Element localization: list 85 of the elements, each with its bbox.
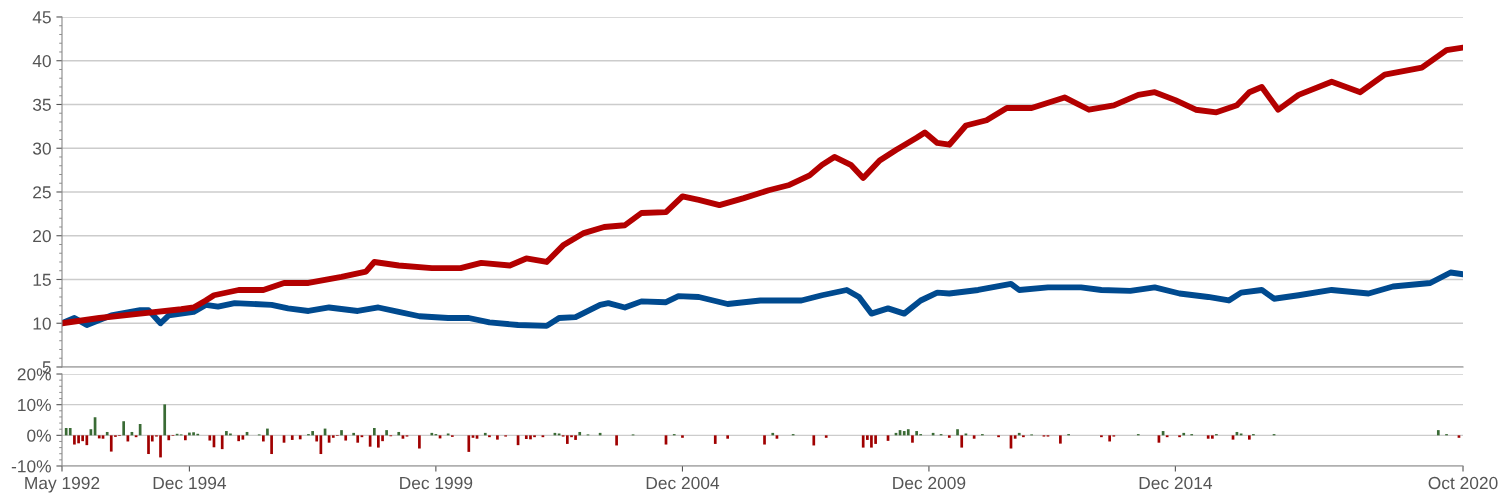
y-tick-label: 40 bbox=[32, 54, 51, 68]
bar bbox=[467, 435, 471, 452]
x-tick-label: Oct 2020 bbox=[1428, 476, 1498, 490]
y-tick-label: 20 bbox=[33, 229, 51, 243]
bar bbox=[266, 428, 269, 436]
bar bbox=[68, 427, 72, 436]
bar bbox=[147, 435, 150, 455]
bar bbox=[159, 435, 162, 458]
bar bbox=[184, 435, 187, 441]
bar bbox=[372, 427, 376, 436]
bar bbox=[356, 435, 360, 443]
x-tick-label: Dec 2004 bbox=[646, 476, 720, 490]
bar bbox=[73, 435, 76, 445]
bar bbox=[956, 429, 959, 436]
bar bbox=[911, 435, 914, 443]
bar bbox=[77, 435, 80, 444]
bar bbox=[1108, 435, 1111, 442]
y-tick-label: 10% bbox=[18, 398, 51, 412]
bar bbox=[861, 435, 865, 448]
bar bbox=[418, 435, 421, 449]
bar bbox=[615, 435, 618, 446]
x-tick-label: May 1992 bbox=[25, 476, 100, 493]
bar bbox=[208, 435, 212, 441]
bar bbox=[167, 435, 171, 441]
y-tick-label: 25 bbox=[33, 186, 51, 199]
bar bbox=[1248, 435, 1251, 440]
bar bbox=[1206, 435, 1210, 439]
bar bbox=[237, 435, 241, 442]
bar bbox=[377, 435, 380, 448]
x-tick-label: Dec 1999 bbox=[400, 476, 473, 490]
bar bbox=[1436, 430, 1440, 436]
bar bbox=[105, 431, 109, 436]
bar bbox=[902, 431, 906, 436]
bar bbox=[97, 435, 101, 439]
bar bbox=[529, 435, 532, 440]
bar bbox=[578, 431, 582, 436]
bar bbox=[331, 435, 335, 438]
bar bbox=[220, 435, 224, 450]
bar bbox=[122, 421, 126, 436]
bar bbox=[290, 435, 294, 440]
y-tick-label: 10 bbox=[33, 317, 51, 330]
bar bbox=[311, 431, 314, 436]
bar bbox=[870, 435, 873, 448]
bar bbox=[915, 431, 918, 436]
bar bbox=[225, 431, 228, 436]
bar bbox=[1013, 435, 1017, 439]
bar bbox=[385, 430, 388, 436]
y-tick-label: 30 bbox=[32, 142, 51, 155]
bar bbox=[524, 435, 528, 440]
bar bbox=[947, 435, 951, 438]
x-tick-label: Dec 1994 bbox=[153, 476, 227, 490]
bar bbox=[109, 435, 113, 452]
y-tick-label: 35 bbox=[32, 98, 51, 111]
x-tick-label: Dec 2014 bbox=[1139, 476, 1213, 490]
y-tick-label: 45 bbox=[32, 11, 51, 24]
bar bbox=[824, 435, 828, 438]
bar bbox=[81, 435, 84, 442]
bar bbox=[812, 435, 816, 446]
bar bbox=[344, 435, 348, 441]
y-tick-label: 0% bbox=[27, 429, 51, 442]
bar bbox=[270, 435, 273, 455]
bar bbox=[906, 429, 910, 436]
bar bbox=[163, 404, 167, 436]
bar bbox=[315, 435, 319, 442]
bar bbox=[397, 431, 401, 436]
bar bbox=[713, 435, 717, 444]
bar bbox=[496, 435, 499, 440]
bar bbox=[85, 435, 89, 446]
bar bbox=[574, 435, 577, 440]
bar bbox=[565, 435, 569, 444]
bar bbox=[1211, 435, 1214, 439]
bar bbox=[262, 435, 265, 442]
bar bbox=[340, 430, 343, 436]
y-tick-label: -10% bbox=[11, 460, 51, 473]
bar bbox=[874, 435, 877, 444]
x-tick-label: Dec 2009 bbox=[893, 476, 966, 490]
bar bbox=[192, 432, 195, 436]
bar bbox=[960, 435, 964, 448]
bar bbox=[64, 427, 68, 436]
y-tick-label: 15 bbox=[33, 273, 51, 286]
bar bbox=[1059, 435, 1062, 444]
bar bbox=[726, 435, 730, 439]
bar bbox=[681, 435, 684, 438]
bar bbox=[763, 435, 766, 445]
bar bbox=[298, 435, 302, 440]
